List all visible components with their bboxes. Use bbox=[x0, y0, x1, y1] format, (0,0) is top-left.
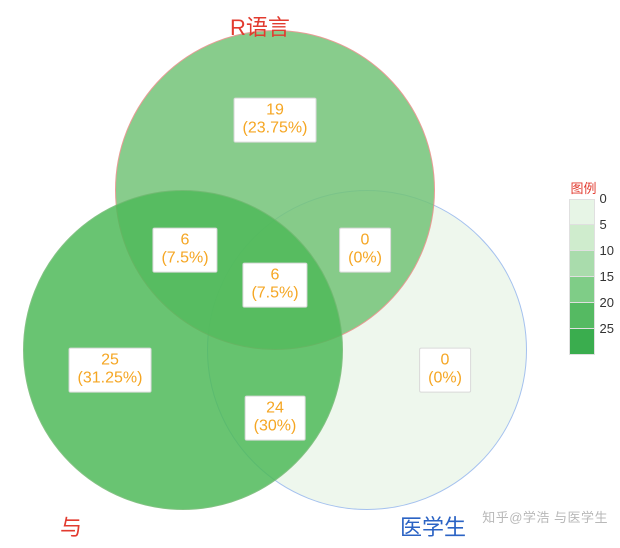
legend-ticks: 0510152025 bbox=[595, 199, 614, 355]
watermark: 知乎@学浩 与医学生 bbox=[482, 507, 608, 526]
region-a-b-c: 6(7.5%) bbox=[242, 263, 307, 308]
region-a-c: 0(0%) bbox=[339, 228, 391, 273]
legend-swatches bbox=[569, 199, 595, 355]
region-a-b: 6(7.5%) bbox=[152, 228, 217, 273]
legend-swatch bbox=[569, 225, 595, 251]
legend-tick: 15 bbox=[595, 264, 614, 290]
region-b-c: 24(30%) bbox=[245, 396, 306, 441]
legend-tick: 10 bbox=[595, 238, 614, 264]
legend-swatch bbox=[569, 199, 595, 225]
legend-swatch bbox=[569, 329, 595, 355]
legend-tick: 0 bbox=[595, 186, 614, 212]
legend-swatch bbox=[569, 251, 595, 277]
region-a-only: 19(23.75%) bbox=[234, 98, 317, 143]
set-label-a: R语言 bbox=[230, 10, 290, 42]
legend-tick: 25 bbox=[595, 316, 614, 342]
set-label-b: 与 bbox=[60, 510, 82, 542]
legend: 图例 0510152025 bbox=[569, 178, 614, 355]
region-c-only: 0(0%) bbox=[419, 348, 471, 393]
legend-swatch bbox=[569, 303, 595, 329]
legend-swatch bbox=[569, 277, 595, 303]
legend-tick: 20 bbox=[595, 290, 614, 316]
venn-diagram: R语言 与 医学生 19(23.75%) 25(31.25%) 0(0%) 6(… bbox=[0, 0, 620, 548]
region-b-only: 25(31.25%) bbox=[69, 348, 152, 393]
legend-tick: 5 bbox=[595, 212, 614, 238]
set-label-c: 医学生 bbox=[400, 510, 466, 542]
